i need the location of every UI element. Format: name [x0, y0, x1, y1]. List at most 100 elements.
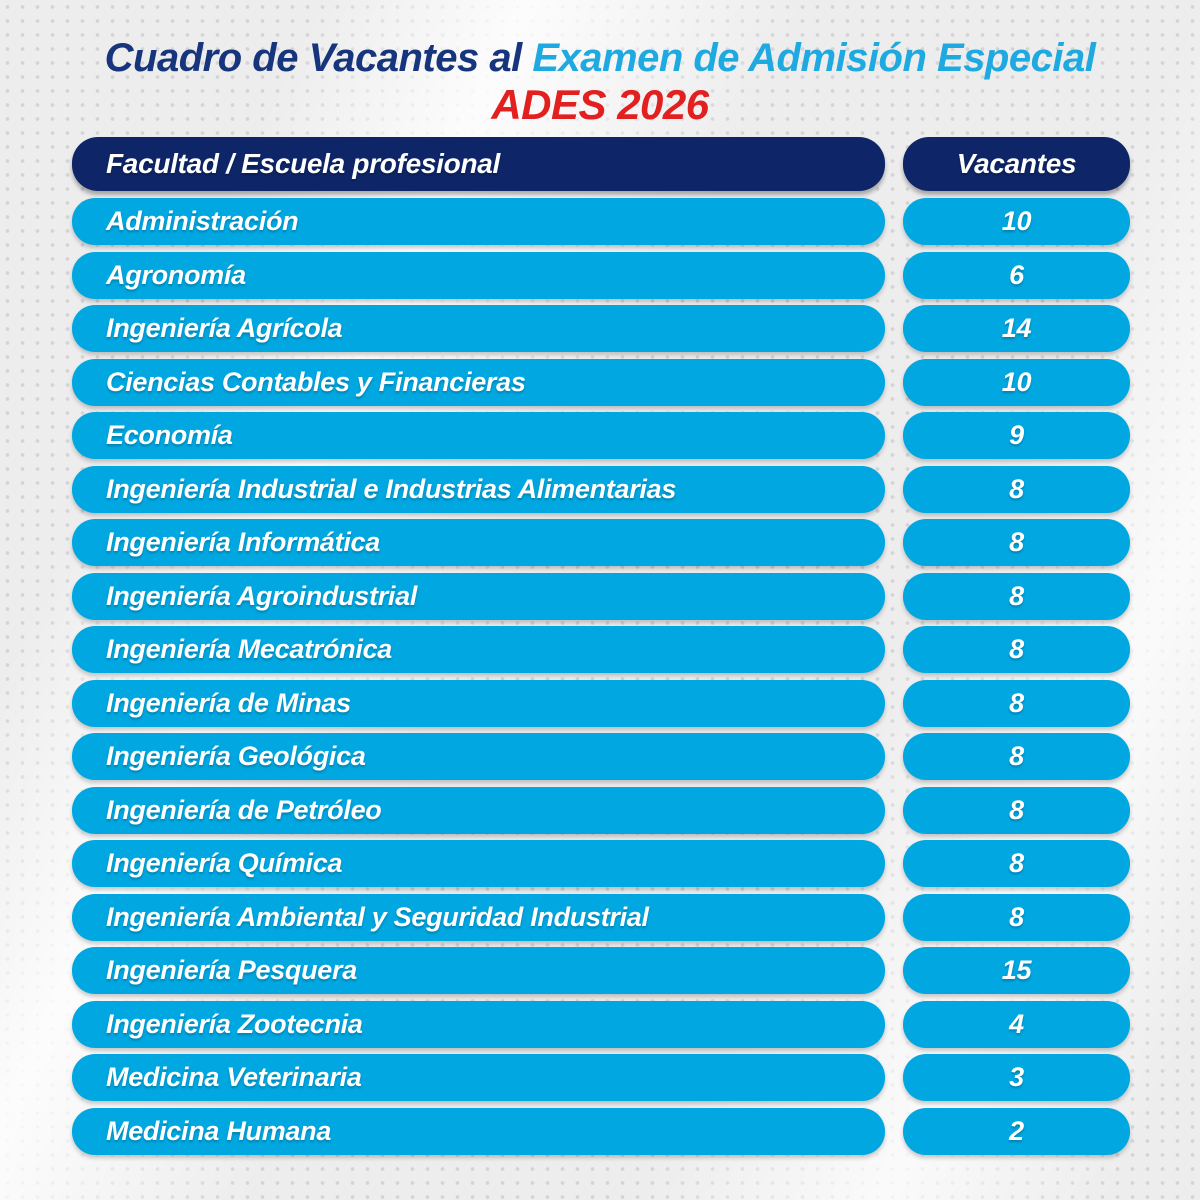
faculty-cell: Ingeniería Química — [72, 840, 885, 887]
faculty-cell: Agronomía — [72, 251, 885, 299]
table-row: Ingeniería de Petróleo 8 — [72, 786, 1130, 834]
faculty-name: Medicina Humana — [106, 1115, 332, 1146]
faculty-cell: Ingeniería de Petróleo — [72, 786, 885, 834]
table-row: Ingeniería Informática 8 — [72, 519, 1130, 566]
vacancies-value: 2 — [1009, 1115, 1024, 1146]
table-body: Administración 10 Agronomía 6 — [72, 198, 1130, 1155]
vacancies-cell: 8 — [903, 679, 1130, 727]
faculty-cell: Medicina Veterinaria — [72, 1054, 885, 1101]
faculty-name: Ingeniería de Petróleo — [106, 794, 382, 825]
faculty-cell: Ingeniería Agrícola — [72, 305, 885, 352]
faculty-name: Economía — [106, 420, 233, 450]
table-row: Medicina Humana 2 — [72, 1107, 1130, 1155]
table-row: Administración 10 — [72, 198, 1130, 245]
faculty-cell: Economía — [72, 412, 885, 459]
title-line1-light-part: Examen de Admisión Especial — [532, 36, 1096, 80]
vacancies-cell: 8 — [903, 786, 1130, 834]
faculty-cell: Ingeniería de Minas — [72, 679, 885, 727]
vacancies-cell: 8 — [903, 465, 1130, 513]
vacancies-cell: 14 — [903, 305, 1130, 352]
vacancies-cell: 10 — [903, 198, 1130, 245]
vacancies-cell: 8 — [903, 626, 1130, 673]
vacancies-value: 8 — [1009, 687, 1024, 718]
faculty-cell: Administración — [72, 198, 885, 245]
vacancies-value: 8 — [1009, 580, 1024, 611]
faculty-cell: Ciencias Contables y Financieras — [72, 358, 885, 406]
vacancies-cell: 3 — [903, 1054, 1130, 1101]
vacancies-value: 8 — [1009, 848, 1024, 878]
vacancies-cell: 8 — [903, 733, 1130, 780]
faculty-name: Ingeniería Industrial e Industrias Alime… — [106, 473, 677, 504]
vacancies-table: Facultad / Escuela profesional Vacantes … — [72, 137, 1130, 1161]
table-row: Ingeniería Agroindustrial 8 — [72, 572, 1130, 620]
table-row: Ingeniería Industrial e Industrias Alime… — [72, 465, 1130, 513]
faculty-cell: Ingeniería Pesquera — [72, 947, 885, 994]
faculty-name: Ingeniería Agrícola — [106, 313, 343, 343]
vacancies-value: 8 — [1009, 741, 1024, 771]
faculty-cell: Ingeniería Agroindustrial — [72, 572, 885, 620]
faculty-cell: Ingeniería Geológica — [72, 733, 885, 780]
table-row: Ingeniería Agrícola 14 — [72, 305, 1130, 352]
table-header-row: Facultad / Escuela profesional Vacantes — [72, 137, 1130, 191]
vacancies-cell: 9 — [903, 412, 1130, 459]
faculty-name: Ingeniería Ambiental y Seguridad Industr… — [106, 901, 649, 932]
vacancies-value: 8 — [1009, 527, 1024, 557]
vacancies-cell: 6 — [903, 251, 1130, 299]
vacancies-cell: 2 — [903, 1107, 1130, 1155]
faculty-name: Agronomía — [106, 259, 246, 290]
vacancies-value: 8 — [1009, 901, 1024, 932]
table-row: Ingeniería de Minas 8 — [72, 679, 1130, 727]
faculty-cell: Ingeniería Ambiental y Seguridad Industr… — [72, 893, 885, 941]
table-row: Economía 9 — [72, 412, 1130, 459]
vacancies-value: 10 — [1001, 366, 1032, 397]
faculty-cell: Medicina Humana — [72, 1107, 885, 1155]
faculty-name: Administración — [106, 206, 299, 236]
vacancies-cell: 4 — [903, 1000, 1130, 1048]
table-row: Ingeniería Pesquera 15 — [72, 947, 1130, 994]
faculty-cell: Ingeniería Industrial e Industrias Alime… — [72, 465, 885, 513]
table-row: Ingeniería Geológica 8 — [72, 733, 1130, 780]
vacancies-cell: 8 — [903, 572, 1130, 620]
vacancies-cell: 10 — [903, 358, 1130, 406]
page-title: Cuadro de Vacantes al Examen de Admisión… — [0, 36, 1200, 128]
faculty-name: Ciencias Contables y Financieras — [106, 366, 526, 397]
faculty-name: Ingeniería Química — [106, 848, 343, 878]
table-row: Ingeniería Química 8 — [72, 840, 1130, 887]
faculty-name: Ingeniería Zootecnia — [106, 1008, 363, 1039]
header-faculty-label: Facultad / Escuela profesional — [106, 148, 501, 179]
vacancies-value: 8 — [1009, 473, 1024, 504]
vacancies-value: 8 — [1009, 794, 1024, 825]
title-line1: Cuadro de Vacantes al Examen de Admisión… — [0, 36, 1200, 80]
faculty-name: Ingeniería Informática — [106, 527, 380, 557]
faculty-name: Ingeniería Mecatrónica — [106, 634, 392, 664]
vacancies-value: 6 — [1009, 259, 1024, 290]
faculty-name: Ingeniería Pesquera — [106, 955, 357, 985]
table-row: Ciencias Contables y Financieras 10 — [72, 358, 1130, 406]
table-row: Ingeniería Mecatrónica 8 — [72, 626, 1130, 673]
vacancies-value: 14 — [1001, 313, 1032, 343]
header-vacancies-cell: Vacantes — [903, 137, 1130, 191]
vacancies-value: 3 — [1009, 1062, 1024, 1092]
vacancies-cell: 8 — [903, 840, 1130, 887]
faculty-name: Ingeniería Geológica — [106, 741, 366, 771]
table-row: Ingeniería Ambiental y Seguridad Industr… — [72, 893, 1130, 941]
title-line2-ades: ADES 2026 — [491, 81, 709, 128]
header-vacancies-label: Vacantes — [956, 148, 1077, 179]
vacancies-value: 10 — [1001, 206, 1032, 236]
table-row: Ingeniería Zootecnia 4 — [72, 1000, 1130, 1048]
vacancies-value: 15 — [1001, 955, 1032, 985]
faculty-cell: Ingeniería Mecatrónica — [72, 626, 885, 673]
table-row: Medicina Veterinaria 3 — [72, 1054, 1130, 1101]
faculty-name: Medicina Veterinaria — [106, 1062, 362, 1092]
vacancies-value: 4 — [1009, 1008, 1024, 1039]
vacancies-cell: 8 — [903, 893, 1130, 941]
vacancies-cell: 15 — [903, 947, 1130, 994]
faculty-name: Ingeniería Agroindustrial — [106, 580, 418, 611]
title-line1-dark-part: Cuadro de Vacantes al — [104, 36, 533, 80]
faculty-cell: Ingeniería Zootecnia — [72, 1000, 885, 1048]
vacancies-value: 8 — [1009, 634, 1024, 664]
vacancies-cell: 8 — [903, 519, 1130, 566]
faculty-cell: Ingeniería Informática — [72, 519, 885, 566]
faculty-name: Ingeniería de Minas — [106, 687, 351, 718]
